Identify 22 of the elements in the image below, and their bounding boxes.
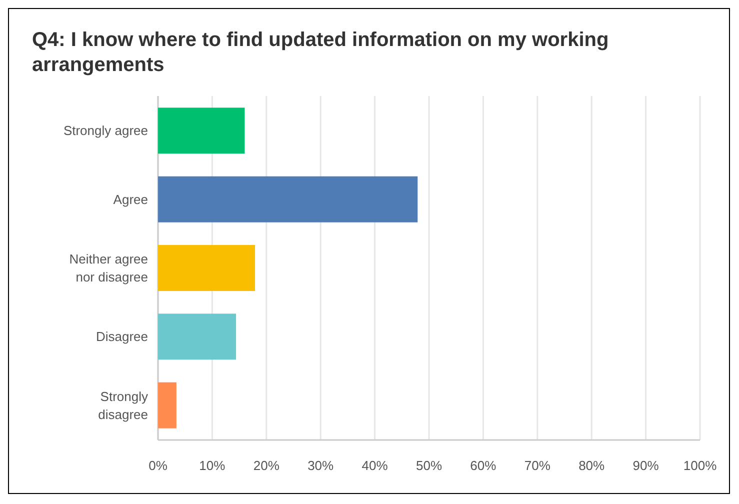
y-tick-label: Disagree [96,329,148,344]
y-tick-label: Strongly agree [63,123,148,138]
x-tick-label: 80% [578,458,606,473]
y-tick-label: Neither agree nor disagree [69,252,148,284]
x-tick-label: 60% [470,458,497,473]
bar [158,108,245,154]
bar [158,176,418,222]
x-tick-label: 40% [362,458,388,473]
x-tick-label: 90% [632,458,660,473]
x-tick-label: 0% [148,458,168,473]
x-tick-label: 10% [199,458,226,473]
bar [158,314,236,360]
x-tick-label: 50% [416,458,442,473]
y-tick-label: Strongly disagree [98,388,148,422]
chart-title: Q4: I know where to find updated information on my working arrangements [32,29,609,76]
x-tick-label: 70% [524,458,551,473]
bar [158,245,256,291]
x-tick-label: 30% [308,458,334,473]
x-tick-label: 20% [253,458,280,473]
bar [158,382,176,428]
y-tick-label: Agree [113,192,148,207]
x-tick-label: 100% [683,458,718,473]
